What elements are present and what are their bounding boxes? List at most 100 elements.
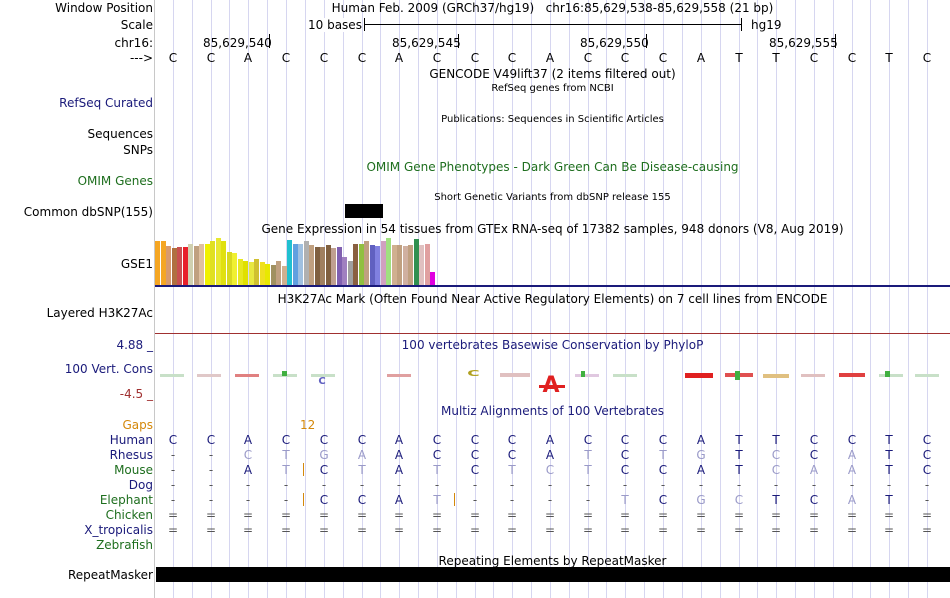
alignment-base: - (170, 478, 176, 492)
sequence-base: T (772, 51, 780, 65)
alignment-base: = (242, 508, 254, 522)
gtex-tissue-bar[interactable] (155, 241, 160, 285)
gtex-tissue-bar[interactable] (425, 244, 430, 285)
gtex-tissue-bar[interactable] (161, 241, 166, 285)
gtex-tissue-bar[interactable] (408, 245, 413, 285)
sequence-base: C (507, 51, 517, 65)
gridline (362, 0, 363, 598)
gtex-tissue-bar[interactable] (304, 241, 309, 285)
alignment-base: C (357, 433, 367, 447)
label-refseq-curated[interactable]: RefSeq Curated (59, 96, 153, 110)
gtex-tissue-bar[interactable] (227, 252, 232, 285)
sequence-base: T (885, 51, 893, 65)
alignment-base: G (319, 448, 329, 462)
gtex-tissue-bar[interactable] (243, 261, 248, 285)
gtex-tissue-bar[interactable] (342, 257, 347, 285)
label-gse1[interactable]: GSE1 (120, 257, 153, 271)
gtex-tissue-bar[interactable] (326, 245, 331, 285)
snp-variant-block[interactable] (345, 204, 383, 218)
alignment-base: C (922, 463, 932, 477)
label-strand-arrow[interactable]: ---> (129, 51, 153, 65)
gtex-tissue-bar[interactable] (183, 247, 188, 285)
gtex-tissue-bar[interactable] (320, 247, 325, 285)
gtex-tissue-bar[interactable] (386, 238, 391, 285)
gtex-tissue-bar[interactable] (353, 244, 358, 285)
gtex-tissue-bar[interactable] (364, 241, 369, 285)
gtex-tissue-bar[interactable] (282, 266, 287, 285)
gtex-tissue-bar[interactable] (254, 259, 259, 285)
alignment-base: A (394, 463, 404, 477)
gtex-tissue-bar[interactable] (359, 244, 364, 285)
label-common-dbsnp[interactable]: Common dbSNP(155) (23, 205, 153, 219)
gtex-tissue-bar[interactable] (177, 247, 182, 285)
species-label[interactable]: Human (109, 433, 153, 447)
gtex-tissue-bar[interactable] (381, 241, 386, 285)
gtex-tissue-bar[interactable] (348, 261, 353, 285)
alignment-base: = (808, 523, 820, 537)
label-layered-h3k27ac[interactable]: Layered H3K27Ac (46, 306, 153, 320)
label-100-vert-cons[interactable]: 100 Vert. Cons (64, 362, 153, 376)
gtex-tissue-bar[interactable] (276, 261, 281, 285)
repeatmasker-block[interactable] (156, 567, 950, 582)
alignment-base: G (696, 448, 706, 462)
gtex-tissue-bar[interactable] (166, 246, 171, 285)
gencode-title[interactable]: GENCODE V49lift37 (2 items filtered out) (429, 67, 676, 81)
gtex-tissue-bar[interactable] (298, 244, 303, 285)
gtex-tissue-bar[interactable] (172, 248, 177, 285)
species-label[interactable]: Chicken (105, 508, 153, 522)
gtex-tissue-bar[interactable] (238, 259, 243, 285)
phylop-conservation-logo[interactable]: C C A (155, 358, 950, 392)
gtex-tissue-bar[interactable] (375, 246, 380, 285)
label-omim-genes[interactable]: OMIM Genes (77, 174, 153, 188)
gtex-tissue-bar[interactable] (210, 241, 215, 285)
gtex-tissue-bar[interactable] (414, 239, 419, 285)
gtex-tissue-bar[interactable] (271, 265, 276, 285)
gtex-tissue-bar[interactable] (287, 240, 292, 285)
alignment-base: = (770, 508, 782, 522)
insertion-marker[interactable] (303, 463, 304, 476)
gtex-tissue-bar[interactable] (331, 248, 336, 285)
gtex-tissue-bar[interactable] (392, 245, 397, 285)
gtex-tissue-bar[interactable] (205, 244, 210, 285)
species-label[interactable]: Rhesus (109, 448, 153, 462)
gtex-tissue-bar[interactable] (221, 241, 226, 285)
gtex-tissue-bar[interactable] (403, 246, 408, 285)
species-label[interactable]: Mouse (114, 463, 153, 477)
sequence-base: C (432, 51, 442, 65)
gtex-tissue-bar[interactable] (309, 245, 314, 285)
label-sequences[interactable]: Sequences (87, 127, 153, 141)
gtex-tissue-bar[interactable] (397, 245, 402, 285)
alignment-base: C (922, 448, 932, 462)
gtex-tissue-bar[interactable] (337, 247, 342, 285)
sequence-base: C (168, 51, 178, 65)
gtex-tissue-bar[interactable] (260, 262, 265, 285)
gse1-gene-line[interactable] (155, 285, 950, 287)
gtex-tissue-bar[interactable] (249, 262, 254, 285)
gtex-tissue-bar[interactable] (315, 247, 320, 285)
gtex-tissue-bar[interactable] (232, 253, 237, 285)
gtex-tissue-bar[interactable] (430, 272, 435, 285)
alignment-base: C (507, 448, 517, 462)
gridline (663, 0, 664, 598)
insertion-marker[interactable] (303, 493, 304, 506)
alignment-base: A (847, 493, 857, 507)
species-label[interactable]: Elephant (99, 493, 153, 507)
gtex-tissue-bar[interactable] (265, 264, 270, 285)
gtex-tissue-bar[interactable] (216, 238, 221, 285)
alignment-base: = (506, 508, 518, 522)
gtex-expression-bars[interactable] (155, 238, 535, 285)
label-repeatmasker[interactable]: RepeatMasker (67, 568, 153, 582)
label-snps[interactable]: SNPs (123, 143, 153, 157)
alignment-base: T (885, 493, 893, 507)
species-label[interactable]: Zebrafish (96, 538, 153, 552)
insertion-marker[interactable] (454, 493, 455, 506)
species-label[interactable]: Dog (128, 478, 153, 492)
gtex-tissue-bar[interactable] (194, 246, 199, 285)
gtex-tissue-bar[interactable] (199, 244, 204, 285)
gtex-tissue-bar[interactable] (419, 245, 424, 285)
gtex-tissue-bar[interactable] (188, 244, 193, 285)
gtex-tissue-bar[interactable] (293, 244, 298, 285)
gtex-tissue-bar[interactable] (370, 245, 375, 285)
gridline (569, 0, 570, 598)
species-label[interactable]: X_tropicalis (84, 523, 153, 537)
